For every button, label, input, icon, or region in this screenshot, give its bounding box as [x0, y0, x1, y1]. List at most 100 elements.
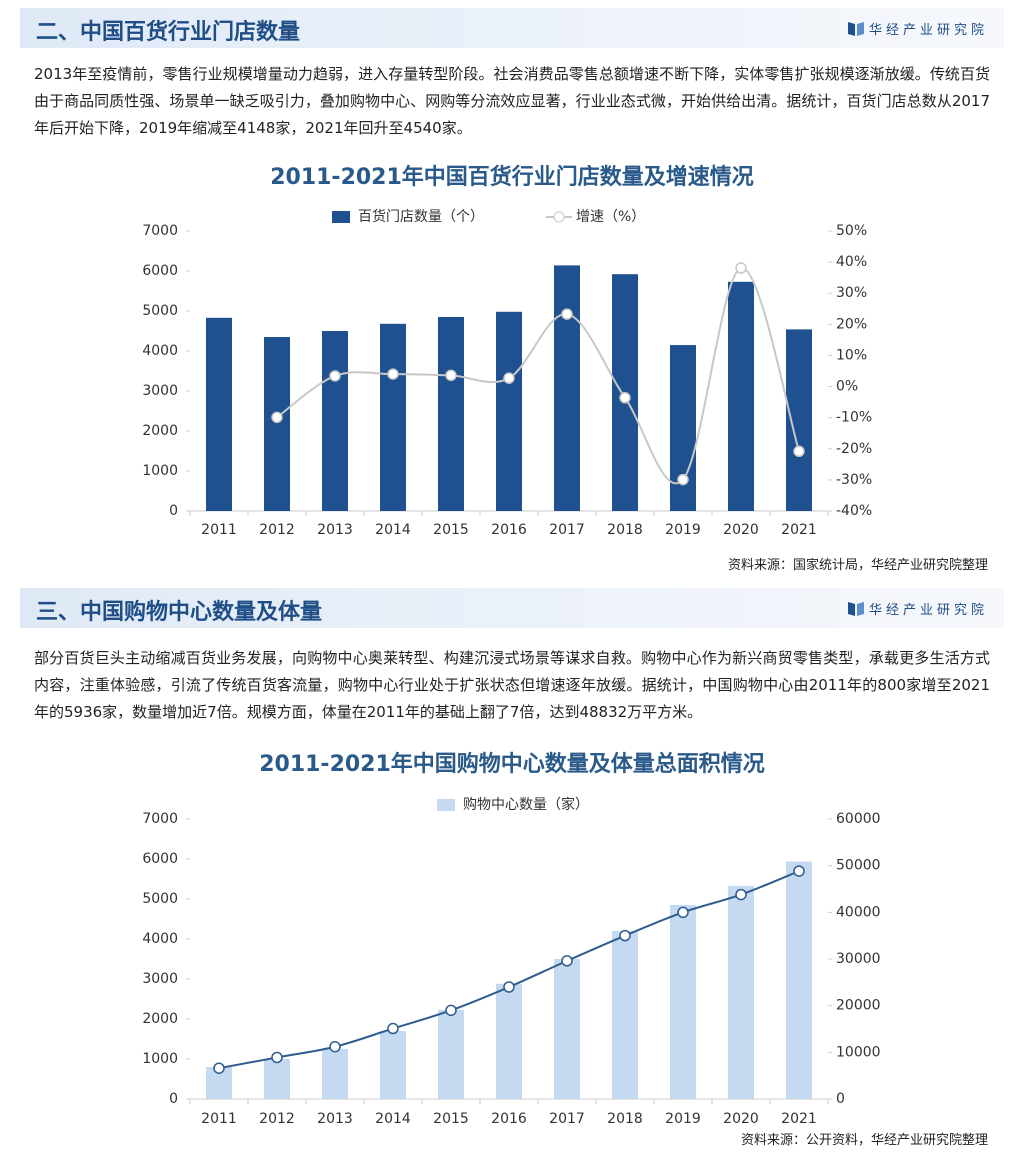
y-tick-label: 0 — [169, 503, 178, 519]
point — [677, 906, 689, 919]
point — [213, 1062, 225, 1074]
bar — [612, 931, 638, 1099]
point — [735, 888, 747, 901]
chart-title: 2011-2021年中国百货行业门店数量及增速情况 — [270, 164, 754, 190]
paragraph: 2013年至疫情前，零售行业规模增量动力趋弱，进入存量转型阶段。社会消费品零售总… — [34, 65, 990, 137]
bar — [206, 317, 232, 511]
y-tick-label: 2000 — [142, 1011, 178, 1027]
point — [387, 1022, 399, 1035]
bar — [554, 959, 580, 1099]
legend-swatch — [437, 799, 455, 811]
section-title: 二、中国百货行业门店数量 — [36, 20, 301, 45]
y2-tick-label: 60000 — [836, 811, 881, 827]
bar — [380, 1031, 406, 1099]
y2-tick-label: -40% — [836, 503, 872, 519]
x-tick-label: 2016 — [491, 522, 527, 538]
bar — [670, 345, 696, 511]
bar — [496, 311, 522, 511]
x-tick-label: 2014 — [375, 522, 411, 538]
y2-tick-label: -30% — [836, 472, 872, 488]
y2-tick-label: 20% — [836, 316, 867, 332]
x-tick-label: 2021 — [781, 522, 817, 538]
bar — [322, 331, 348, 511]
x-tick-label: 2014 — [375, 1111, 411, 1127]
chart-title: 2011-2021年中国购物中心数量及体量总面积情况 — [259, 751, 765, 777]
y-tick-label: 5000 — [142, 891, 178, 907]
point — [793, 445, 805, 458]
point — [329, 370, 341, 382]
x-tick-label: 2013 — [317, 522, 353, 538]
y2-tick-label: 50000 — [836, 858, 881, 874]
point — [619, 929, 631, 942]
y2-tick-label: 50% — [836, 223, 867, 239]
y-tick-label: 1000 — [142, 463, 178, 479]
section-header: 三、中国购物中心数量及体量 华经产业研究院 — [20, 588, 1004, 628]
x-tick-label: 2019 — [665, 1111, 701, 1127]
line — [276, 267, 800, 485]
bar — [554, 265, 580, 511]
point — [387, 368, 399, 380]
x-tick-label: 2019 — [665, 522, 701, 538]
x-tick-label: 2017 — [549, 1111, 585, 1127]
y-tick-label: 0 — [169, 1091, 178, 1107]
y-tick-label: 4000 — [142, 931, 178, 947]
y-tick-label: 4000 — [142, 343, 178, 359]
bar — [728, 281, 754, 511]
y2-tick-label: 40% — [836, 254, 867, 270]
y2-tick-label: -10% — [836, 410, 872, 426]
brand-logo — [848, 22, 864, 36]
y2-tick-label: 30000 — [836, 951, 881, 967]
point — [445, 369, 457, 382]
point — [677, 473, 689, 486]
legend-label: 百货门店数量（个） — [358, 208, 484, 225]
y-tick-label: 7000 — [142, 223, 178, 239]
chart: 2011-2021年中国百货行业门店数量及增速情况 0 1000 2000 3000 4… — [142, 164, 872, 538]
x-tick-label: 2012 — [259, 1111, 295, 1127]
x-tick-label: 2017 — [549, 522, 585, 538]
x-tick-label: 2013 — [317, 1111, 353, 1127]
y-tick-label: 2000 — [142, 423, 178, 439]
y-tick-label: 3000 — [142, 383, 178, 399]
brand-logo — [848, 602, 864, 616]
legend-swatch — [332, 211, 350, 223]
x-tick-label: 2015 — [433, 522, 469, 538]
y2-tick-label: 0% — [836, 379, 858, 395]
x-tick-label: 2020 — [723, 522, 759, 538]
x-tick-label: 2020 — [723, 1111, 759, 1127]
bar — [264, 1059, 290, 1099]
point — [503, 981, 515, 993]
y-tick-label: 5000 — [142, 303, 178, 319]
bar — [322, 1049, 348, 1099]
bar — [496, 983, 522, 1099]
bar — [728, 885, 754, 1099]
point — [619, 392, 631, 404]
x-tick-label: 2011 — [201, 522, 237, 538]
x-tick-label: 2018 — [607, 1111, 643, 1127]
y2-tick-label: 0 — [836, 1091, 845, 1107]
brand: 华经产业研究院 — [868, 603, 988, 618]
legend-point — [553, 211, 565, 223]
y2-tick-label: 40000 — [836, 904, 881, 920]
point — [271, 411, 283, 424]
bar — [380, 323, 406, 511]
point — [329, 1040, 341, 1053]
source: 资料来源：公开资料，华经产业研究院整理 — [740, 1133, 988, 1148]
point — [793, 865, 805, 877]
y-tick-label: 7000 — [142, 811, 178, 827]
x-tick-label: 2016 — [491, 1111, 527, 1127]
bar — [670, 905, 696, 1099]
x-tick-label: 2021 — [781, 1111, 817, 1127]
point — [503, 372, 515, 384]
x-tick-label: 2012 — [259, 522, 295, 538]
y-tick-label: 1000 — [142, 1051, 178, 1067]
y2-tick-label: 10% — [836, 347, 867, 363]
brand: 华经产业研究院 — [868, 23, 988, 38]
chart: 2011-2021年中国购物中心数量及体量总面积情况 0 1000 2000 3000… — [142, 751, 881, 1127]
bar — [786, 861, 812, 1099]
x-tick-label: 2015 — [433, 1111, 469, 1127]
y2-tick-label: -20% — [836, 441, 872, 457]
bar — [438, 1009, 464, 1099]
y-tick-label: 6000 — [142, 851, 178, 867]
point — [271, 1051, 283, 1064]
point — [735, 262, 747, 274]
